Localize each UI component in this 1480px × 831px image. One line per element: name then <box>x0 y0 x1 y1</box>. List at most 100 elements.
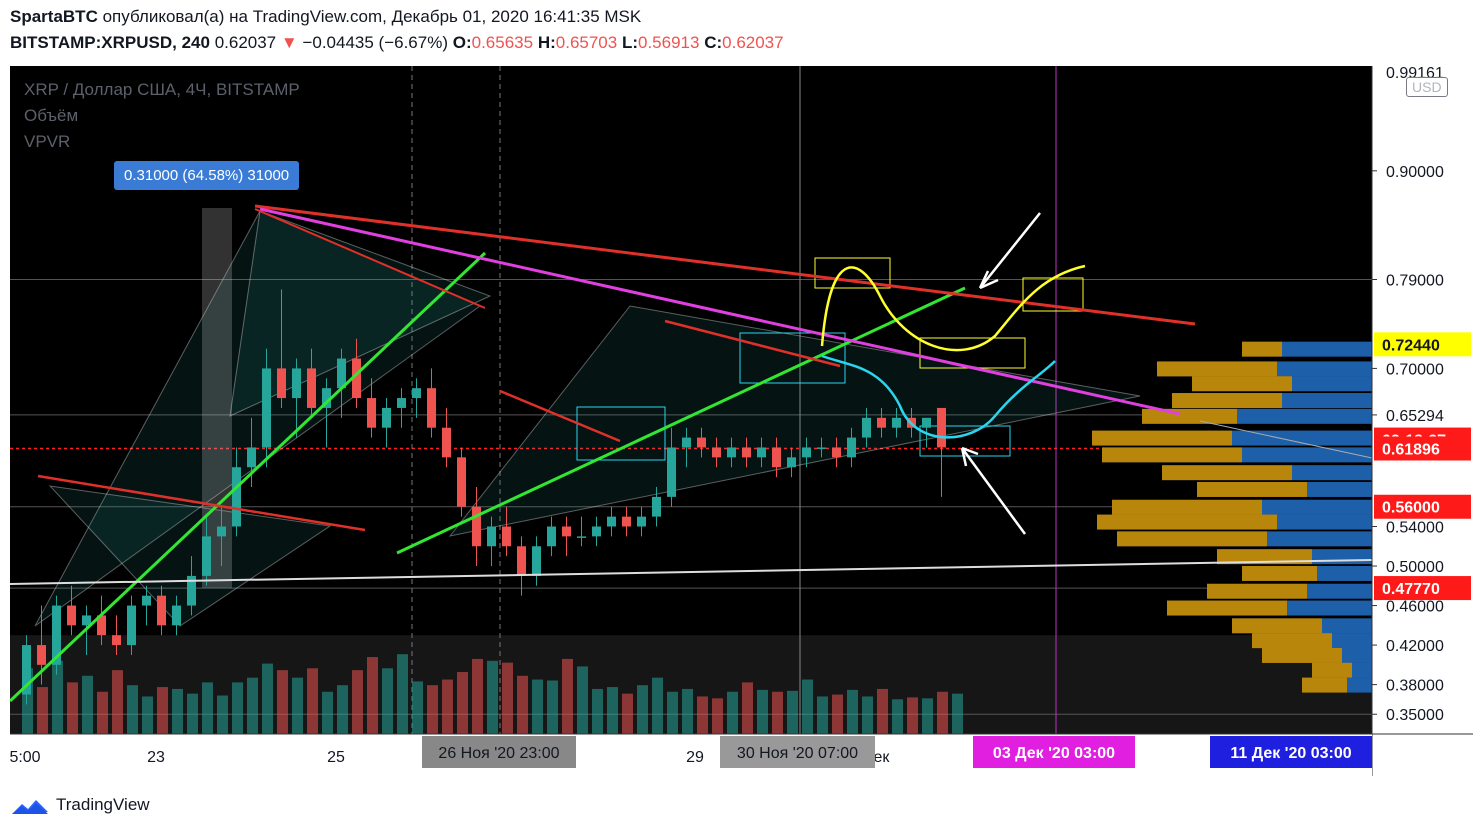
candle-body <box>472 506 481 547</box>
chart-area[interactable]: 0.90000 0.79000 0.70000 0.65294 0.54000 0.500… <box>10 66 1473 776</box>
volume-bar <box>622 693 633 734</box>
consolidation-box <box>739 332 846 384</box>
candle-body <box>172 605 181 626</box>
time-tick-label: 29 <box>686 749 704 766</box>
vpvr-bar-down <box>1117 531 1267 547</box>
candle-body <box>652 496 661 517</box>
close-value: 0.62037 <box>722 33 784 52</box>
volume-bar <box>322 691 333 734</box>
volume-bar <box>802 679 813 734</box>
currency-badge[interactable]: USD <box>1406 77 1448 97</box>
volume-bar <box>22 668 33 734</box>
consolidation-box <box>576 406 666 461</box>
vpvr-bar-up <box>1237 408 1372 424</box>
price-tick-label: 0.90000 <box>1386 164 1444 181</box>
candle-body <box>367 398 376 428</box>
legend-volume[interactable]: Объём <box>24 106 79 125</box>
price-change: −0.04435 (−6.67%) <box>302 33 448 52</box>
volume-bar <box>487 660 498 734</box>
volume-bar <box>547 680 558 734</box>
volume-bar <box>292 677 303 734</box>
vpvr-bar-down <box>1162 465 1292 481</box>
close-label: C: <box>704 33 723 52</box>
chart-canvas[interactable]: 0.90000 0.79000 0.70000 0.65294 0.54000 0.500… <box>10 66 1473 776</box>
vpvr-bar-up <box>1307 481 1372 497</box>
support-trendline <box>10 251 487 703</box>
resistance-trendline <box>254 204 1196 326</box>
candle-body <box>262 368 271 448</box>
volume-bar <box>877 688 888 734</box>
vpvr-bar-up <box>1287 600 1372 616</box>
date-tag-background <box>720 736 875 768</box>
vpvr-bar-up <box>1282 341 1372 357</box>
volume-bar <box>262 663 273 734</box>
volume-bar <box>937 691 948 734</box>
channel-line <box>1199 420 1373 459</box>
resistance-trendline <box>37 474 366 532</box>
price-tag-background <box>1374 332 1471 357</box>
measure-label: 0.31000 (64.58%) 31000 <box>114 161 300 190</box>
volume-bar <box>517 675 528 734</box>
vpvr-bar-up <box>1322 618 1372 634</box>
price-tag-label: 0.72440 <box>1382 337 1440 354</box>
candle-body <box>202 536 211 576</box>
volume-bar <box>847 689 858 734</box>
legend-vpvr[interactable]: VPVR <box>24 132 71 151</box>
candle-body <box>427 388 436 428</box>
price-tick-label: 0.79000 <box>1386 272 1444 289</box>
volume-bar <box>442 679 453 734</box>
volume-bar <box>637 685 648 734</box>
vpvr-bar-down <box>1207 583 1307 599</box>
candle-body <box>877 417 886 428</box>
vpvr-bar-up <box>1347 677 1372 693</box>
vpvr-bar-up <box>1342 647 1372 663</box>
volume-bar <box>67 682 78 734</box>
long-support-line <box>10 559 1373 585</box>
price-tag-background <box>1374 576 1471 601</box>
time-axis-background <box>10 734 1372 776</box>
volume-bar <box>742 682 753 734</box>
triangle-pattern <box>48 485 332 627</box>
volume-bar <box>832 694 843 734</box>
vpvr-bar-down <box>1232 618 1322 634</box>
candle-body <box>757 447 766 458</box>
vpvr-bar-down <box>1102 447 1242 463</box>
vpvr-bar-down <box>1192 376 1292 392</box>
candle-body <box>562 526 571 537</box>
volume-bar <box>472 658 483 734</box>
author-name[interactable]: SpartaBTC <box>10 7 98 26</box>
price-tick-label: 0.70000 <box>1386 361 1444 378</box>
vpvr-bar-down <box>1167 600 1287 616</box>
candle-body <box>847 437 856 458</box>
price-tick-label: 0.50000 <box>1386 559 1444 576</box>
volume-bar <box>667 691 678 734</box>
vpvr-bar-down <box>1242 565 1317 581</box>
vpvr-bar-up <box>1317 565 1372 581</box>
date-tag-label: 11 Дек '20 03:00 <box>1230 745 1351 762</box>
vpvr-bar-down <box>1142 408 1237 424</box>
tradingview-logo-icon <box>12 800 48 814</box>
candle-body <box>412 388 421 399</box>
candle-body <box>607 516 616 527</box>
volume-bar <box>202 682 213 734</box>
high-value: 0.65703 <box>555 33 618 52</box>
volume-bar <box>922 698 933 734</box>
projection-path-bearish <box>821 354 1056 439</box>
publish-text: опубликовал(а) на TradingView.com, Декаб… <box>102 7 642 26</box>
vpvr-bar-down <box>1217 549 1312 565</box>
candle-body <box>802 447 811 458</box>
volume-bar <box>682 688 693 734</box>
vpvr-bar-down <box>1252 633 1332 649</box>
price-tick-label: 0.35000 <box>1386 707 1444 724</box>
volume-bar <box>562 658 573 734</box>
date-tag-background <box>1210 736 1372 768</box>
candle-body <box>457 457 466 507</box>
volume-bar <box>787 690 798 734</box>
vpvr-bar-down <box>1302 677 1347 693</box>
target-box <box>814 257 891 289</box>
candle-body <box>292 368 301 399</box>
symbol: BITSTAMP:XRPUSD, 240 <box>10 33 210 52</box>
down-arrow-icon: ▼ <box>280 33 298 52</box>
vpvr-bar-down <box>1157 361 1277 377</box>
footer-brand[interactable]: TradingView <box>10 794 150 816</box>
